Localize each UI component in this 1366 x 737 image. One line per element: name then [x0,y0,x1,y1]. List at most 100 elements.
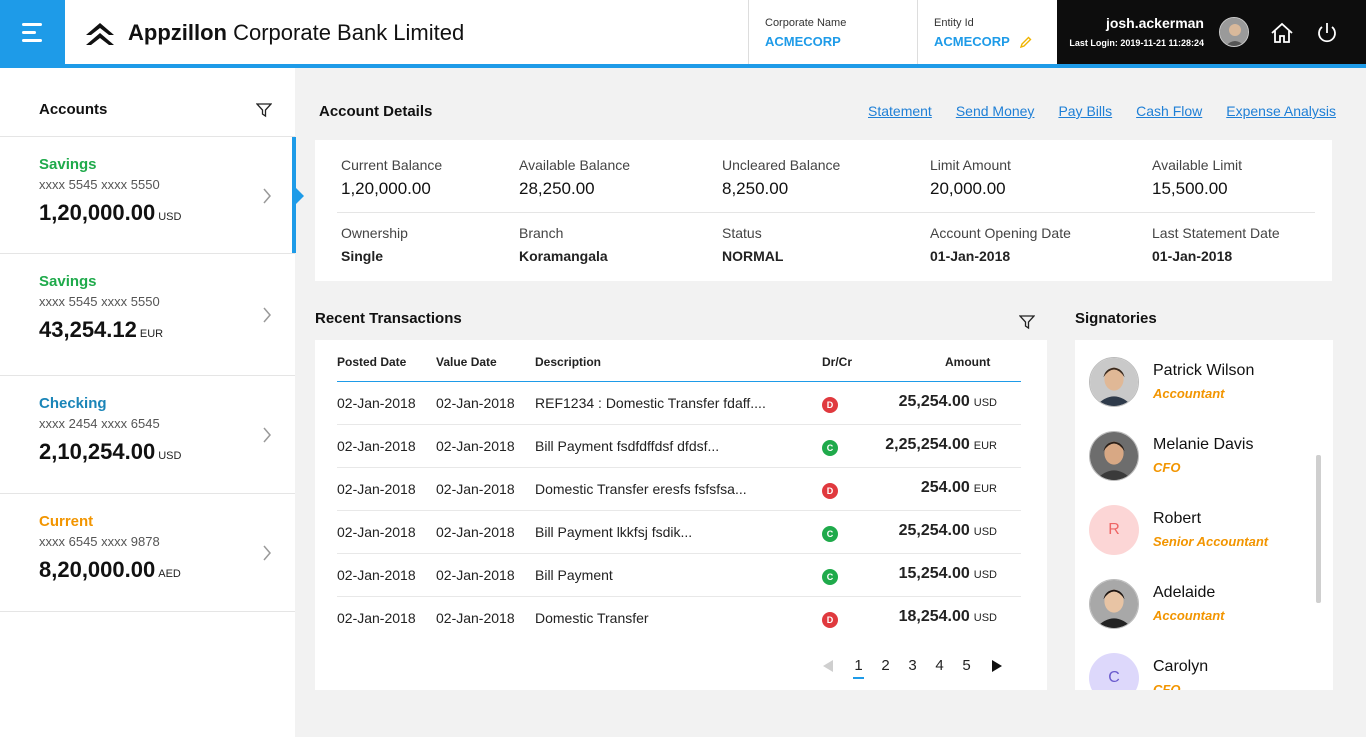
account-card[interactable]: Checking xxxx 2454 xxxx 6545 2,10,254.00 US… [0,376,295,494]
power-icon[interactable] [1314,20,1340,46]
username: josh.ackerman [1105,15,1204,31]
chevron-right-icon [263,545,271,561]
account-card[interactable]: Current xxxx 6545 xxxx 9878 8,20,000.00 AED [0,494,295,612]
entity-id-value: ACMECORP [934,34,1010,49]
home-icon[interactable] [1269,20,1295,46]
detail-label: Account Opening Date [930,225,1071,241]
user-avatar[interactable] [1219,17,1249,47]
signatory-avatar [1089,357,1139,407]
expense-analysis-link[interactable]: Expense Analysis [1226,103,1336,119]
detail-item: Ownership Single [341,225,408,264]
account-details-title: Account Details [319,103,433,120]
account-card[interactable]: Savings xxxx 5545 xxxx 5550 1,20,000.00 USD [0,137,296,254]
account-type: Checking [39,395,107,412]
detail-value: NORMAL [722,248,784,264]
amount: 25,254.00 USD [898,522,997,539]
amount: 18,254.00 USD [898,608,997,625]
detail-value: 15,500.00 [1152,179,1228,198]
detail-label: Available Balance [519,157,631,173]
detail-label: Limit Amount [930,157,1011,173]
signatories-scrollbar[interactable] [1316,455,1321,603]
detail-item: Last Statement Date 01-Jan-2018 [1152,225,1280,264]
detail-value: 20,000.00 [930,179,1006,198]
page-number[interactable]: 2 [881,657,890,674]
table-row[interactable]: 02-Jan-2018 02-Jan-2018 Bill Payment lkkfs… [337,511,1021,554]
signatory-name: Melanie Davis [1153,436,1254,453]
dr-cr-badge: C [822,526,838,542]
value-date: 02-Jan-2018 [436,481,515,497]
signatory-role: CFO [1153,460,1181,475]
send-money-link[interactable]: Send Money [955,103,1035,119]
detail-item: Current Balance 1,20,000.00 [341,157,442,199]
accounts-sidebar: Accounts Savings xxxx 5545 xxxx 5550 1,20,… [0,68,296,737]
account-number: xxxx 5545 xxxx 5550 [39,177,160,192]
posted-date: 02-Jan-2018 [337,481,416,497]
table-header: Posted Date Value Date Description Dr/Cr… [337,352,1021,382]
amount: 15,254.00 USD [898,565,997,582]
edit-pencil-icon[interactable] [1019,36,1032,48]
detail-item: Branch Koramangala [519,225,608,264]
page-number[interactable]: 3 [908,657,917,674]
detail-item: Available Balance 28,250.00 [519,157,630,199]
chevron-right-icon [263,427,271,443]
detail-label: Branch [519,225,564,241]
detail-label: Current Balance [341,157,443,173]
signatory-name: Adelaide [1153,584,1216,601]
amount: 254.00 EUR [920,479,997,496]
posted-date: 02-Jan-2018 [337,567,416,583]
account-type: Current [39,513,94,530]
table-row[interactable]: 02-Jan-2018 02-Jan-2018 Bill Payment fsdfd… [337,425,1021,468]
page-number[interactable]: 1 [845,657,872,679]
detail-value: 8,250.00 [722,179,789,198]
account-actions: Statement Send Money Pay Bills Cash Flow… [868,103,1336,119]
signatory-avatar: R [1089,505,1139,555]
account-balance: 43,254.12 [39,317,137,342]
page-number[interactable]: 4 [935,657,944,674]
table-row[interactable]: 02-Jan-2018 02-Jan-2018 Domestic Transfer D… [337,597,1021,640]
chevron-right-icon [263,307,271,323]
bank-name: Appzillon Corporate Bank Limited [128,20,465,45]
detail-value: Koramangala [519,248,608,264]
person-photo-icon [1090,580,1138,628]
last-login: Last Login: 2019-11-21 11:28:24 [1069,38,1204,48]
amount: 2,25,254.00 EUR [885,436,997,453]
col-value-date: Value Date [436,355,497,369]
account-card[interactable]: Savings xxxx 5545 xxxx 5550 43,254.12 EUR [0,254,295,376]
col-dr-cr: Dr/Cr [822,355,853,369]
person-photo-icon [1090,432,1138,480]
signatory-role: Accountant [1153,608,1225,623]
description: REF1234 : Domestic Transfer fdaff.... [535,395,766,411]
detail-label: Ownership [341,225,408,241]
prev-page-icon[interactable] [821,659,835,673]
bank-logo-icon [86,23,114,45]
table-row[interactable]: 02-Jan-2018 02-Jan-2018 Bill Payment C 15,25… [337,554,1021,597]
user-avatar-icon [1220,18,1248,46]
cash-flow-link[interactable]: Cash Flow [1136,103,1203,119]
col-amount: Amount [945,355,991,369]
signatory-name: Carolyn [1153,658,1209,675]
hamburger-menu-icon[interactable] [0,0,65,64]
table-row[interactable]: 02-Jan-2018 02-Jan-2018 Domestic Transfer … [337,468,1021,511]
signatory-avatar: C [1089,653,1139,690]
description: Bill Payment fsdfdffdsf dfdsf... [535,438,720,454]
active-account-caret [295,187,304,205]
filter-icon[interactable] [256,102,272,118]
table-row[interactable]: 02-Jan-2018 02-Jan-2018 REF1234 : Domestic… [337,382,1021,425]
posted-date: 02-Jan-2018 [337,524,416,540]
page-number[interactable]: 5 [962,657,971,674]
details-divider [337,212,1315,213]
description: Bill Payment lkkfsj fsdik... [535,524,693,540]
statement-link[interactable]: Statement [868,103,932,119]
posted-date: 02-Jan-2018 [337,438,416,454]
detail-item: Account Opening Date 01-Jan-2018 [930,225,1071,264]
dr-cr-badge: D [822,483,838,499]
corporate-name-label: Corporate Name [765,17,847,29]
detail-item: Status NORMAL [722,225,783,264]
transactions-card: Posted Date Value Date Description Dr/Cr… [315,340,1047,690]
transactions-filter-icon[interactable] [1019,314,1035,330]
pay-bills-link[interactable]: Pay Bills [1058,103,1113,119]
dr-cr-badge: D [822,397,838,413]
detail-value: 01-Jan-2018 [930,248,1011,264]
value-date: 02-Jan-2018 [436,610,515,626]
next-page-icon[interactable] [990,659,1004,673]
